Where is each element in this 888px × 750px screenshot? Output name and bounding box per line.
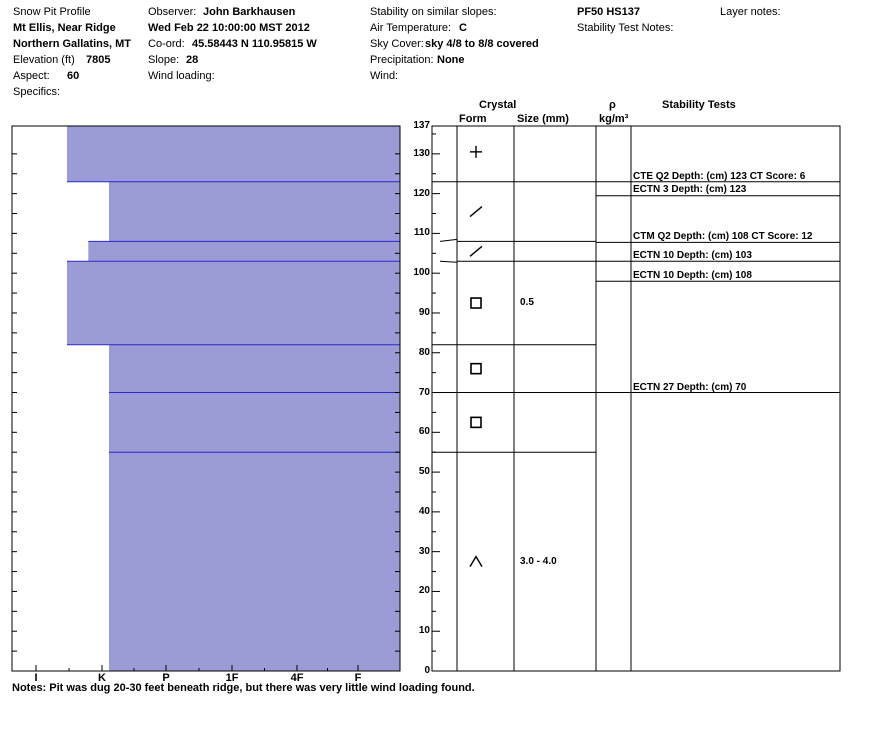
hardness-tick-label: P	[162, 672, 170, 684]
hardness-ticks	[35, 665, 359, 671]
stability-test-notes-label: Stability Test Notes:	[577, 22, 674, 34]
depth-hoar-icon	[469, 555, 483, 567]
icon-stroke	[469, 555, 483, 567]
icon-stroke	[469, 245, 483, 257]
faceted-icon	[470, 416, 482, 429]
hardness-tick-label: K	[98, 672, 106, 684]
location: Mt Ellis, Near Ridge	[13, 22, 116, 34]
height-tick-label: 30	[418, 545, 430, 557]
stability-test-label: ECTN 27 Depth: (cm) 70	[633, 381, 747, 393]
wind-loading-label: Wind loading:	[148, 70, 215, 82]
height-tick-label: 20	[418, 585, 430, 597]
header-title: Snow Pit Profile	[13, 6, 91, 18]
hardness-bar	[109, 452, 400, 671]
slope-label: Slope:	[148, 54, 180, 66]
air-temp-value: C	[459, 22, 467, 34]
datetime: Wed Feb 22 10:00:00 MST 2012	[148, 22, 310, 34]
new-snow-icon	[470, 145, 482, 158]
decomposing-icon	[469, 205, 483, 218]
slope-value: 28	[186, 54, 199, 66]
hardness-bar	[109, 344, 400, 393]
height-tick-label: 10	[418, 625, 430, 637]
observer-label: Observer:	[148, 6, 197, 18]
wind-label: Wind:	[370, 70, 399, 82]
crystal-layers	[432, 145, 596, 567]
decomposing-icon	[469, 245, 483, 257]
crystal-header: Crystal	[479, 99, 517, 111]
sky-cover-label: Sky Cover:	[370, 38, 424, 50]
specifics-label: Specifics:	[13, 86, 61, 98]
stability-similar-label: Stability on similar slopes:	[370, 6, 497, 18]
height-tick-label: 130	[413, 147, 430, 159]
coord-label: Co-ord:	[148, 38, 185, 50]
height-tick-label: 0	[424, 665, 430, 676]
rho-header: ρ	[609, 99, 616, 111]
height-axis	[431, 125, 456, 672]
hardness-tick-label: 1F	[225, 672, 239, 684]
height-tick-label: 70	[418, 386, 430, 398]
hardness-tick-label: F	[354, 672, 362, 684]
stability-tests-header: Stability Tests	[662, 99, 736, 111]
icon-stroke	[470, 362, 482, 375]
form-header: Form	[459, 113, 487, 125]
hardness-bar	[66, 261, 400, 345]
observer-value: John Barkhausen	[203, 6, 296, 18]
hardness-tick-label: I	[34, 672, 38, 684]
elevation-value: 7805	[86, 54, 111, 66]
stability-test-label: ECTN 10 Depth: (cm) 103	[633, 250, 752, 262]
stability-test-lines	[596, 181, 840, 394]
icon-stroke	[470, 416, 482, 429]
faceted-icon	[470, 297, 482, 309]
layer-notes-label: Layer notes:	[720, 6, 781, 18]
stability-test-label: CTM Q2 Depth: (cm) 108 CT Score: 12	[633, 231, 813, 243]
stability-test-label: ECTN 3 Depth: (cm) 123	[633, 183, 747, 195]
crystal-size: 3.0 - 4.0	[520, 555, 557, 567]
crystal-boundary-slant	[439, 260, 458, 263]
size-header: Size (mm)	[517, 113, 569, 125]
aspect-value: 60	[67, 70, 80, 82]
profile-table-frame	[431, 125, 841, 672]
hardness-bar	[109, 181, 400, 242]
hardness-tick-label: 4F	[290, 672, 304, 684]
height-tick-label: 110	[413, 227, 430, 239]
crystal-size: 0.5	[520, 297, 534, 309]
height-tick-label: 137	[413, 120, 430, 131]
stability-test-label: CTE Q2 Depth: (cm) 123 CT Score: 6	[633, 170, 806, 182]
rho-unit-header: kg/m³	[599, 113, 629, 125]
height-tick-label: 90	[418, 306, 430, 318]
icon-stroke	[469, 205, 483, 218]
hardness-bar	[88, 241, 400, 262]
hardness-bars	[66, 126, 400, 671]
faceted-icon	[470, 362, 482, 375]
coord-value: 45.58443 N 110.95815 W	[192, 38, 317, 50]
notes: Notes: Pit was dug 20-30 feet beneath ri…	[12, 682, 475, 694]
pf-hs: PF50 HS137	[577, 6, 640, 18]
sky-cover-value: sky 4/8 to 8/8 covered	[425, 38, 539, 50]
crystal-boundary-slant	[439, 238, 458, 242]
precip-value: None	[437, 54, 465, 66]
height-tick-label: 100	[413, 267, 430, 279]
height-tick-label: 50	[418, 466, 430, 478]
height-tick-label: 60	[418, 426, 430, 438]
hardness-bar	[66, 126, 400, 182]
icon-stroke	[470, 297, 482, 309]
height-tick-label: 80	[418, 346, 430, 358]
region: Northern Gallatins, MT	[13, 38, 131, 50]
air-temp-label: Air Temperature:	[370, 22, 452, 34]
elevation-label: Elevation (ft)	[13, 54, 75, 66]
height-tick-label: 40	[418, 505, 430, 517]
aspect-label: Aspect:	[13, 70, 50, 82]
height-tick-label: 120	[413, 187, 430, 199]
hardness-bar	[109, 392, 400, 453]
stability-test-label: ECTN 10 Depth: (cm) 108	[633, 270, 752, 282]
hardness-plot-frame	[11, 125, 401, 672]
precip-label: Precipitation:	[370, 54, 434, 66]
